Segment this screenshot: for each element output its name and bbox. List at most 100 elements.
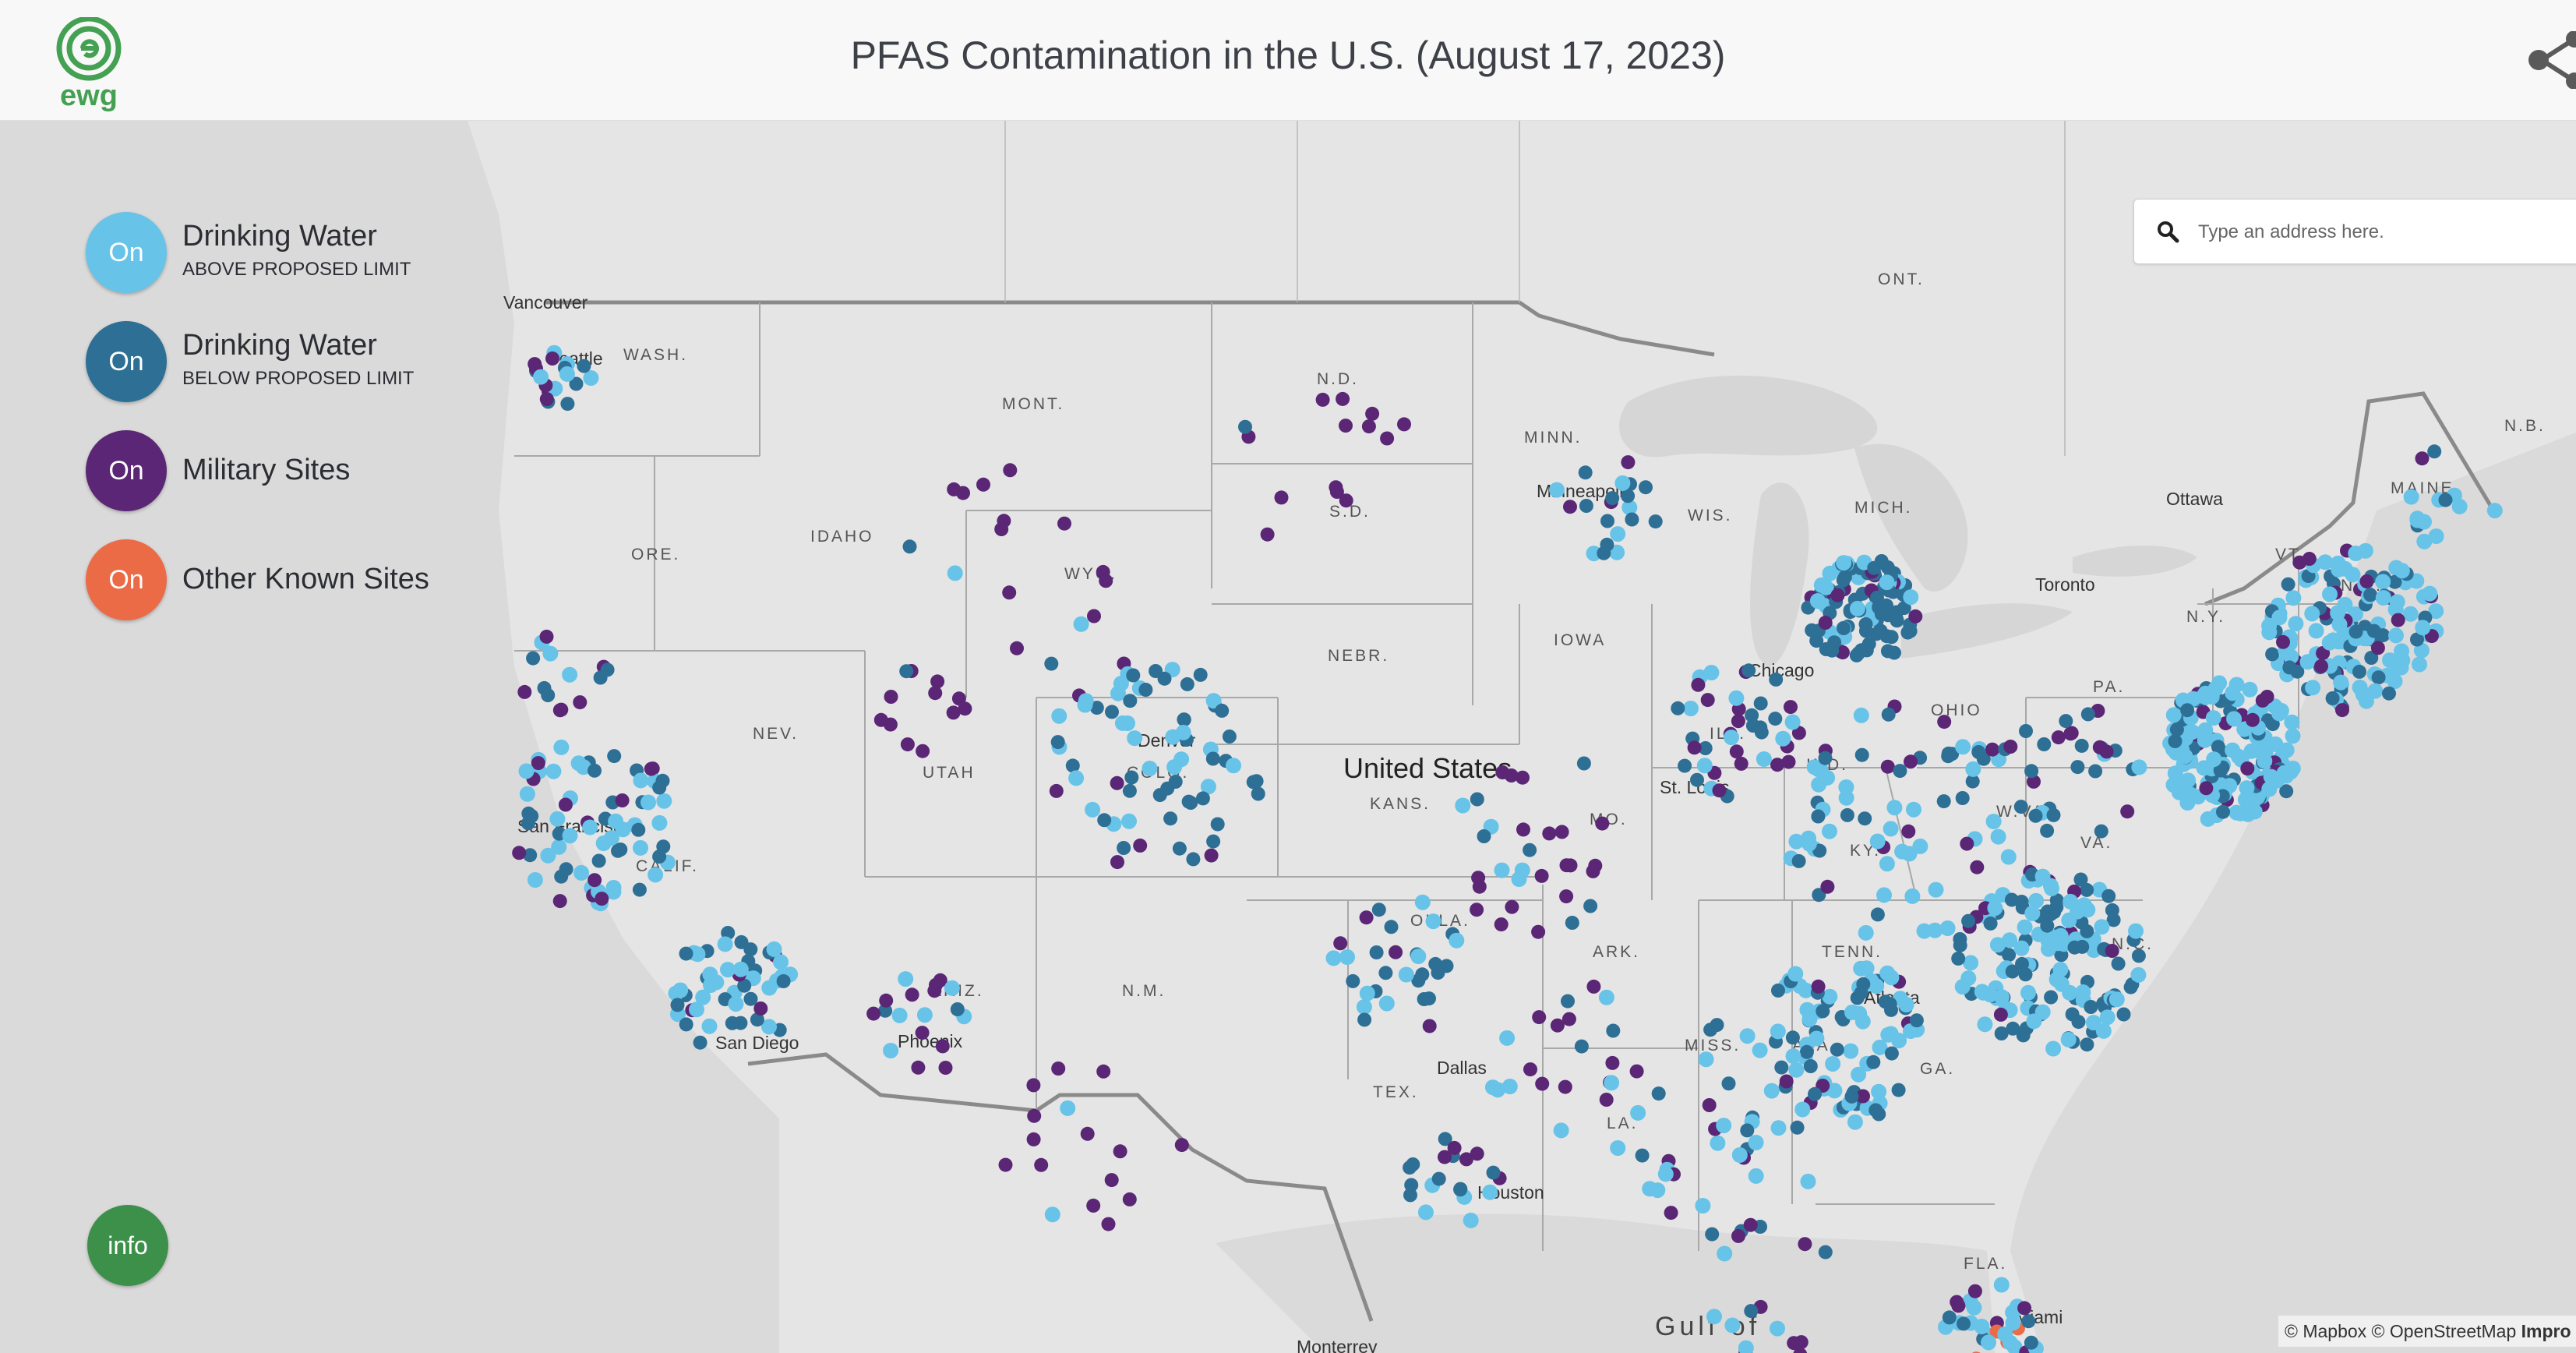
site-marker[interactable] [1565,916,1579,930]
site-marker[interactable] [1010,641,1024,655]
site-marker[interactable] [2304,606,2320,622]
site-marker[interactable] [1133,838,1148,853]
site-marker[interactable] [1825,1056,1841,1072]
site-marker[interactable] [1876,887,1892,903]
site-marker[interactable] [1822,988,1838,1005]
site-marker[interactable] [1960,836,1974,851]
site-marker[interactable] [1068,770,1085,786]
site-marker[interactable] [1516,822,1530,837]
site-marker[interactable] [2084,1000,2098,1014]
site-marker[interactable] [2075,984,2091,1000]
site-marker[interactable] [1152,788,1167,803]
site-marker[interactable] [734,934,749,949]
site-marker[interactable] [1359,985,1375,1002]
site-marker[interactable] [2213,763,2228,778]
site-marker[interactable] [2391,613,2405,627]
site-marker[interactable] [1357,1012,1372,1027]
site-marker[interactable] [1177,712,1191,727]
site-marker[interactable] [1173,751,1190,768]
site-marker[interactable] [1975,984,1992,1001]
site-marker[interactable] [1605,1055,1620,1070]
site-marker[interactable] [2288,616,2304,632]
site-marker[interactable] [1455,797,1471,814]
site-marker[interactable] [1110,685,1126,701]
site-marker[interactable] [693,1035,708,1050]
site-marker[interactable] [1122,783,1137,798]
site-marker[interactable] [1325,950,1342,966]
site-marker[interactable] [1097,813,1112,828]
site-marker[interactable] [2314,659,2328,673]
site-marker[interactable] [2375,574,2391,590]
site-marker[interactable] [1879,598,1893,613]
site-marker[interactable] [2180,772,2197,789]
site-marker[interactable] [998,1157,1013,1172]
site-marker[interactable] [2199,781,2214,796]
site-marker[interactable] [2131,759,2147,775]
site-marker[interactable] [1781,754,1796,769]
site-marker[interactable] [549,811,566,827]
site-marker[interactable] [1085,801,1101,818]
site-marker[interactable] [1414,894,1431,910]
site-marker[interactable] [2034,868,2051,885]
site-marker[interactable] [1397,417,1411,432]
site-marker[interactable] [2337,596,2353,613]
site-marker[interactable] [2070,903,2086,920]
share-button[interactable] [2525,30,2576,93]
site-marker[interactable] [2428,603,2444,620]
site-marker[interactable] [1698,1051,1714,1068]
site-marker[interactable] [2352,680,2368,695]
site-marker[interactable] [2451,498,2468,514]
site-marker[interactable] [1463,1212,1479,1228]
site-marker[interactable] [1610,526,1626,542]
site-marker[interactable] [2257,753,2273,769]
site-marker[interactable] [1819,769,1836,786]
site-marker[interactable] [1695,1198,1711,1213]
site-marker[interactable] [1770,1120,1787,1136]
site-marker[interactable] [2020,984,2036,1001]
site-marker[interactable] [1470,1146,1484,1161]
site-marker[interactable] [1844,1089,1859,1104]
site-marker[interactable] [2002,948,2017,963]
site-marker[interactable] [1122,1192,1137,1206]
site-marker[interactable] [679,1017,693,1032]
site-marker[interactable] [2402,606,2419,622]
site-marker[interactable] [560,397,575,412]
site-marker[interactable] [1249,774,1264,789]
site-marker[interactable] [956,486,970,500]
site-marker[interactable] [1080,1126,1095,1141]
site-marker[interactable] [2409,510,2426,527]
site-marker[interactable] [1724,729,1739,746]
site-marker[interactable] [1879,629,1894,644]
site-marker[interactable] [2128,923,2144,939]
toggle-button[interactable]: On [86,212,167,293]
site-marker[interactable] [1858,960,1875,977]
legend-item-other-known-sites[interactable]: On Other Known Sites [86,539,522,625]
site-marker[interactable] [1870,590,1884,605]
site-marker[interactable] [2105,903,2119,917]
site-marker[interactable] [1830,588,1845,602]
site-marker[interactable] [1494,917,1509,932]
site-marker[interactable] [1822,823,1837,839]
site-marker[interactable] [2317,554,2334,571]
site-marker[interactable] [1770,1023,1786,1040]
site-marker[interactable] [1901,824,1916,839]
site-marker[interactable] [526,651,541,666]
site-marker[interactable] [2041,941,2056,957]
site-marker[interactable] [1650,1182,1666,1199]
site-marker[interactable] [2099,1009,2115,1026]
site-marker[interactable] [1779,1074,1794,1089]
site-marker[interactable] [2048,971,2065,987]
site-marker[interactable] [2255,693,2270,708]
site-marker[interactable] [1175,724,1191,740]
site-marker[interactable] [542,645,559,662]
site-marker[interactable] [633,772,649,789]
site-marker[interactable] [1942,1310,1957,1325]
site-marker[interactable] [519,786,535,802]
site-marker[interactable] [1477,829,1491,843]
site-marker[interactable] [1785,1048,1801,1065]
site-marker[interactable] [2422,585,2438,602]
site-marker[interactable] [540,847,556,864]
site-marker[interactable] [1939,920,1956,936]
site-marker[interactable] [1826,1083,1843,1099]
site-marker[interactable] [1866,1054,1881,1069]
